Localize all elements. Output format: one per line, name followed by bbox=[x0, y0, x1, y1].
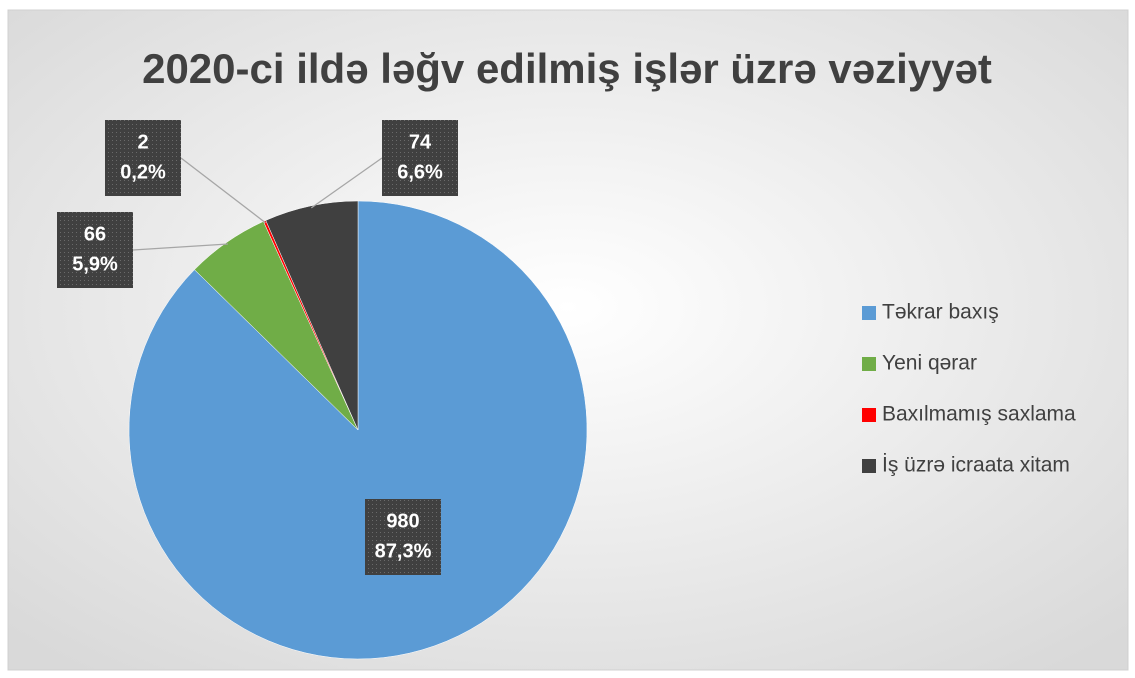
legend-swatch bbox=[862, 357, 876, 371]
leader-line bbox=[310, 157, 383, 209]
leader-line bbox=[180, 157, 266, 224]
legend-label: Yeni qərar bbox=[882, 352, 977, 375]
data-label-value: 2 bbox=[137, 131, 148, 153]
data-label-value: 74 bbox=[409, 131, 432, 153]
legend-label: Təkrar baxış bbox=[882, 301, 999, 324]
data-label-percent: 6,6% bbox=[397, 161, 443, 183]
legend-label: Baxılmamış saxlama bbox=[882, 403, 1076, 426]
legend-swatch bbox=[862, 459, 876, 473]
data-label-box bbox=[57, 212, 133, 288]
legend-swatch bbox=[862, 306, 876, 320]
legend-swatch bbox=[862, 408, 876, 422]
pie-slice bbox=[265, 200, 359, 431]
data-label-value: 66 bbox=[84, 223, 106, 245]
leader-line bbox=[132, 243, 228, 251]
data-label-percent: 0,2% bbox=[120, 161, 166, 183]
legend-label: İş üzrə icraata xitam bbox=[882, 454, 1070, 477]
data-label-percent: 87,3% bbox=[375, 540, 432, 562]
data-label-value: 980 bbox=[386, 510, 419, 532]
data-label-percent: 5,9% bbox=[72, 253, 118, 275]
data-label-box bbox=[105, 120, 181, 196]
data-label-box bbox=[382, 120, 458, 196]
chart-title: 2020-ci ildə ləğv edilmiş işlər üzrə vəz… bbox=[142, 45, 992, 92]
data-label-box bbox=[365, 499, 441, 575]
